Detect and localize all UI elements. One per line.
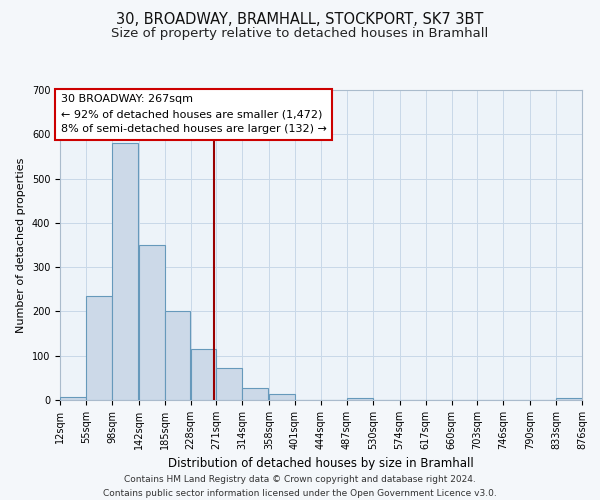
Bar xyxy=(556,398,582,400)
X-axis label: Distribution of detached houses by size in Bramhall: Distribution of detached houses by size … xyxy=(168,458,474,470)
Bar xyxy=(60,397,86,400)
Text: 30 BROADWAY: 267sqm
← 92% of detached houses are smaller (1,472)
8% of semi-deta: 30 BROADWAY: 267sqm ← 92% of detached ho… xyxy=(61,94,326,134)
Bar xyxy=(112,143,138,400)
Bar xyxy=(242,388,268,400)
Bar xyxy=(217,368,242,400)
Bar xyxy=(191,348,217,400)
Text: Contains HM Land Registry data © Crown copyright and database right 2024.
Contai: Contains HM Land Registry data © Crown c… xyxy=(103,476,497,498)
Bar xyxy=(139,245,164,400)
Bar xyxy=(86,296,112,400)
Bar xyxy=(164,310,190,400)
Bar xyxy=(269,394,295,400)
Text: Size of property relative to detached houses in Bramhall: Size of property relative to detached ho… xyxy=(112,28,488,40)
Y-axis label: Number of detached properties: Number of detached properties xyxy=(16,158,26,332)
Text: 30, BROADWAY, BRAMHALL, STOCKPORT, SK7 3BT: 30, BROADWAY, BRAMHALL, STOCKPORT, SK7 3… xyxy=(116,12,484,28)
Bar xyxy=(347,398,373,400)
